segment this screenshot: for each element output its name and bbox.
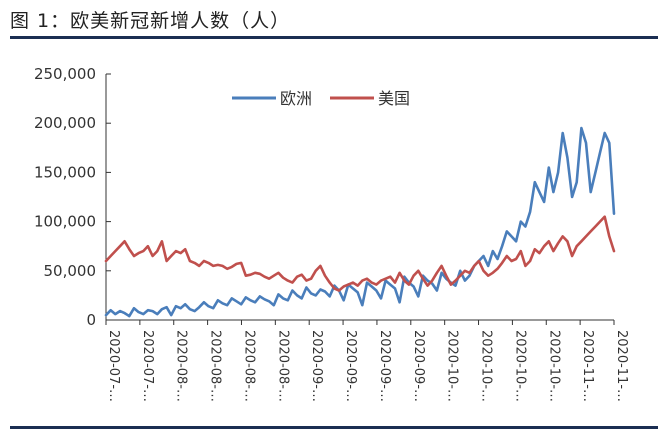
x-tick-label: 2020-10-… bbox=[445, 330, 460, 402]
x-tick-label: 2020-11-… bbox=[580, 330, 595, 402]
y-tick-label: 0 bbox=[86, 311, 96, 329]
x-tick-label: 2020-10-… bbox=[479, 330, 494, 402]
legend-label-2: 美国 bbox=[378, 89, 410, 108]
legend: 欧洲 美国 bbox=[232, 89, 410, 108]
x-tick-label: 2020-11-… bbox=[614, 330, 629, 402]
bottom-rule bbox=[10, 426, 658, 429]
x-tick-label: 2020-09-… bbox=[343, 330, 358, 402]
series-line-1 bbox=[104, 126, 616, 318]
y-tick-label: 100,000 bbox=[34, 213, 96, 231]
series-line-2 bbox=[104, 215, 616, 292]
x-tick-label: 2020-08-… bbox=[275, 330, 290, 402]
x-tick-label: 2020-09-… bbox=[309, 330, 324, 402]
x-tick-label: 2020-09-… bbox=[411, 330, 426, 402]
figure-title: 图 1：欧美新冠新增人数（人） bbox=[10, 10, 291, 32]
x-tick-label: 2020-10-… bbox=[546, 330, 561, 402]
x-tick-label: 2020-09-… bbox=[377, 330, 392, 402]
y-tick-label: 250,000 bbox=[34, 65, 96, 83]
x-tick-label: 2020-08-… bbox=[208, 330, 223, 402]
legend-label-1: 欧洲 bbox=[280, 89, 312, 108]
title-rule bbox=[10, 36, 658, 39]
y-tick-label: 150,000 bbox=[34, 163, 96, 181]
y-axis: 0 50,000 100,000 150,000 200,000 250,000 bbox=[34, 65, 111, 329]
y-tick-label: 50,000 bbox=[44, 262, 97, 280]
x-tick-label: 2020-08-… bbox=[241, 330, 256, 402]
x-tick-label: 2020-08-… bbox=[174, 330, 189, 402]
x-tick-label: 2020-07-… bbox=[140, 330, 155, 402]
series-lines bbox=[104, 126, 616, 318]
x-axis: 2020-07-… 2020-07-… 2020-08-… 2020-08-… 2020… bbox=[105, 319, 629, 402]
x-tick-label: 2020-10-… bbox=[512, 330, 527, 402]
y-tick-label: 200,000 bbox=[34, 114, 96, 132]
x-tick-label: 2020-07-… bbox=[106, 330, 121, 402]
